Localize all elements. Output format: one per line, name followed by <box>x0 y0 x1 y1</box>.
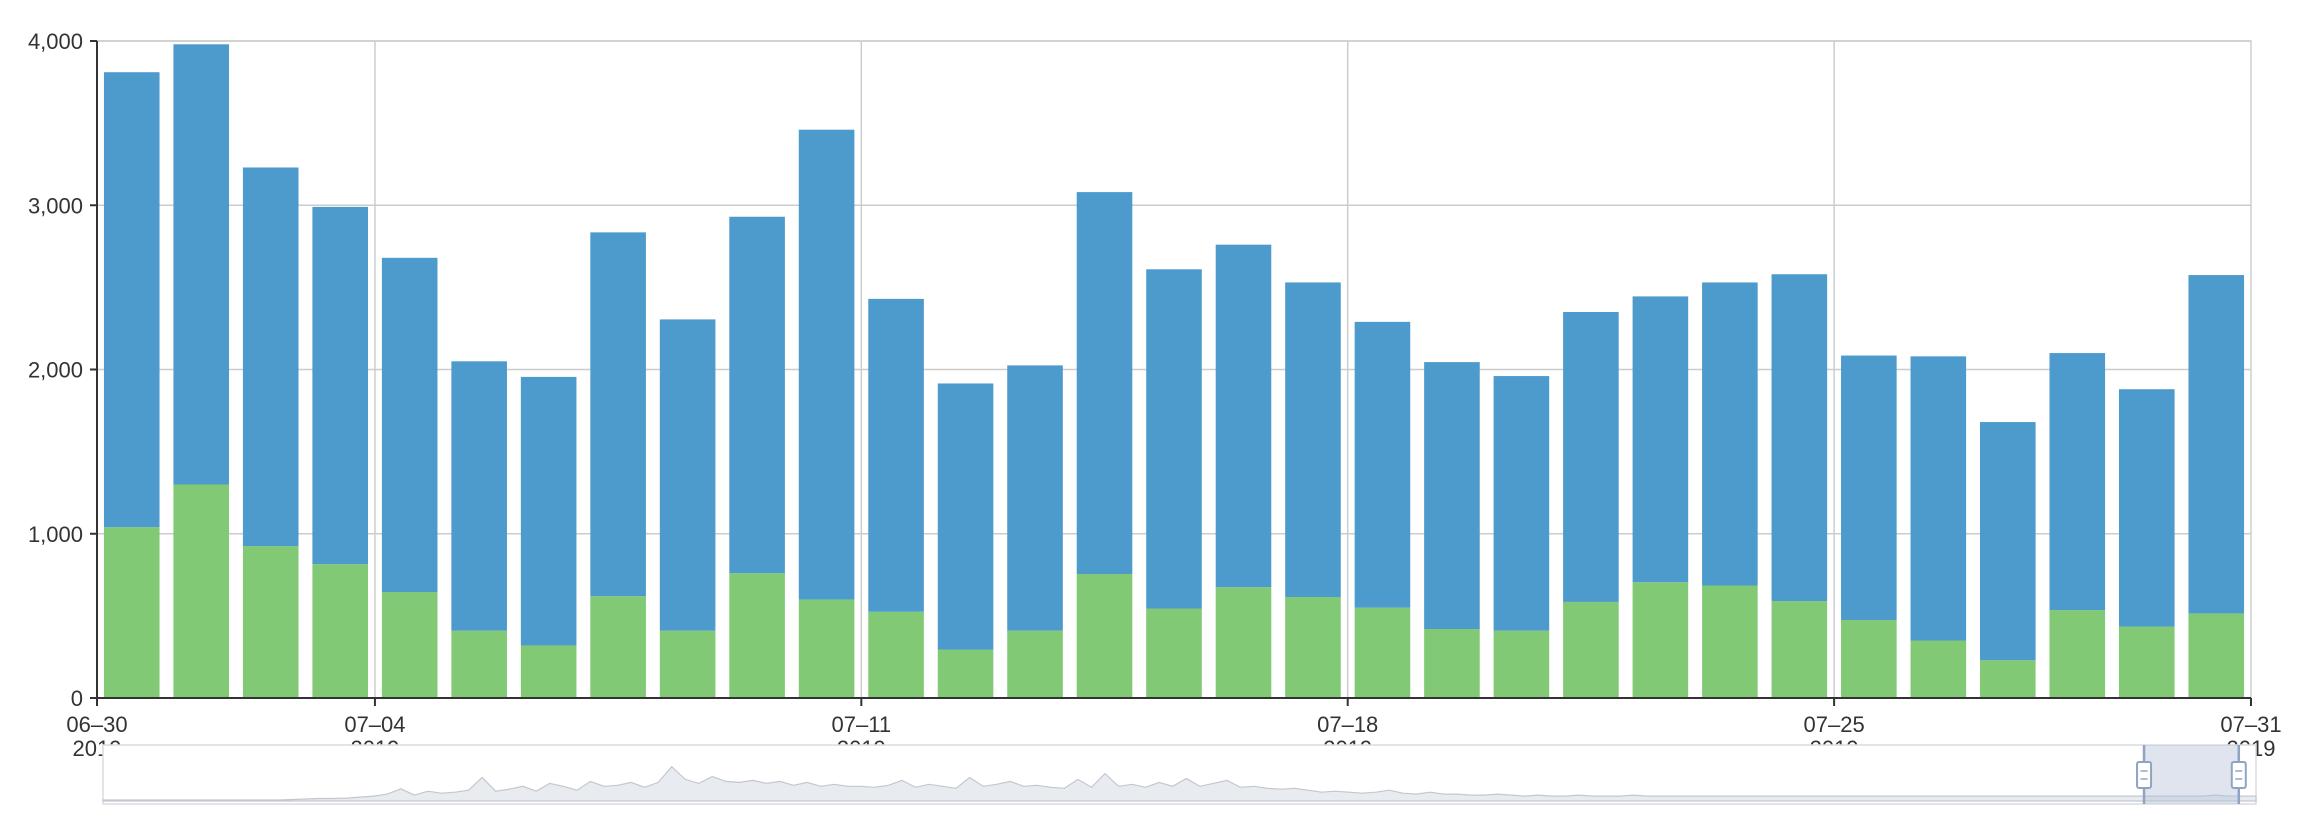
bar-segment-series-1 <box>590 596 646 698</box>
bar-segment-series-2 <box>1563 312 1619 602</box>
bar-segment-series-1 <box>2188 613 2245 698</box>
bar-segment-series-2 <box>937 383 994 650</box>
bar-segment-series-2 <box>659 319 716 631</box>
bar-segment-series-2 <box>868 298 924 612</box>
bar-segment-series-2 <box>1493 376 1550 631</box>
y-tick-label: 2,000 <box>28 358 83 383</box>
bar-segment-series-1 <box>1146 608 1202 698</box>
bar-segment-series-2 <box>1771 274 1828 602</box>
y-tick-label: 0 <box>71 686 83 711</box>
bar-segment-series-1 <box>1910 640 1967 698</box>
x-tick-label-date: 07–31 <box>2220 712 2281 737</box>
bar-segment-series-2 <box>451 361 507 631</box>
bar-segment-series-1 <box>1007 630 1063 698</box>
bar-segment-series-2 <box>1146 269 1202 609</box>
bar-segment-series-2 <box>729 216 785 574</box>
bar-segment-series-1 <box>242 546 299 698</box>
zoom-handle-grip[interactable] <box>2136 761 2153 789</box>
bar-segment-series-2 <box>1076 192 1133 574</box>
bar-segment-series-1 <box>451 630 507 698</box>
bar-segment-series-2 <box>1285 282 1341 597</box>
y-tick-label: 1,000 <box>28 522 83 547</box>
bar-segment-series-1 <box>1424 629 1480 698</box>
bar-segment-series-1 <box>1215 587 1272 698</box>
bars <box>103 44 2245 698</box>
bar-segment-series-1 <box>2049 610 2106 698</box>
bar-segment-series-1 <box>1285 596 1341 698</box>
zoom-handle-right[interactable] <box>2230 745 2247 804</box>
bar-segment-series-2 <box>1354 321 1411 608</box>
bar-segment-series-2 <box>520 376 577 646</box>
x-tick-label-date: 06–30 <box>66 712 127 737</box>
bar-segment-series-2 <box>242 167 299 547</box>
bar-segment-series-1 <box>659 630 716 698</box>
bar-segment-series-1 <box>2118 626 2175 698</box>
x-tick-label-date: 07–11 <box>832 712 892 737</box>
bar-segment-series-1 <box>1493 630 1550 698</box>
bar-segment-series-2 <box>381 257 438 593</box>
bar-segment-series-2 <box>1424 362 1480 630</box>
bar-segment-series-1 <box>1563 601 1619 698</box>
bar-segment-series-2 <box>2188 275 2245 614</box>
bar-segment-series-1 <box>1980 660 2036 698</box>
zoom-handle-left[interactable] <box>2136 745 2153 804</box>
bar-segment-series-2 <box>1980 422 2036 661</box>
bar-segment-series-1 <box>729 573 785 698</box>
bar-segment-series-1 <box>937 649 994 698</box>
data-zoom-slider[interactable] <box>102 744 2257 805</box>
y-tick-label: 4,000 <box>28 29 83 54</box>
bar-segment-series-1 <box>173 484 230 698</box>
bar-segment-series-1 <box>1771 601 1828 698</box>
bar-segment-series-2 <box>2118 389 2175 627</box>
bar-segment-series-2 <box>798 129 855 600</box>
bar-segment-series-1 <box>1354 607 1411 698</box>
bar-segment-series-2 <box>1702 282 1758 586</box>
bar-segment-series-2 <box>590 232 646 597</box>
bar-segment-series-1 <box>381 592 438 698</box>
bar-segment-series-1 <box>312 564 368 698</box>
bar-segment-series-2 <box>173 44 230 485</box>
bar-segment-series-2 <box>1632 296 1689 583</box>
x-tick-label-date: 07–25 <box>1804 712 1865 737</box>
bar-segment-series-1 <box>1702 585 1758 698</box>
x-tick-label-date: 07–18 <box>1317 712 1378 737</box>
axes <box>90 40 2252 706</box>
bar-segment-series-2 <box>1841 355 1897 620</box>
bar-segment-series-1 <box>868 611 924 698</box>
bar-segment-series-1 <box>798 599 855 698</box>
bar-segment-series-2 <box>2049 353 2106 611</box>
bar-segment-series-1 <box>520 645 577 698</box>
zoom-selected-window[interactable] <box>2144 745 2239 804</box>
bar-segment-series-1 <box>1632 582 1689 698</box>
bar-segment-series-1 <box>1076 573 1133 698</box>
bar-segment-series-2 <box>1910 356 1967 641</box>
bar-segment-series-2 <box>1215 244 1272 588</box>
zoom-handle-grip[interactable] <box>2230 761 2247 789</box>
bar-segment-series-2 <box>103 72 160 528</box>
bar-segment-series-2 <box>312 206 368 565</box>
zoom-overview-area <box>102 765 2257 802</box>
bar-segment-series-2 <box>1007 365 1063 631</box>
bar-segment-series-1 <box>103 527 160 698</box>
y-tick-label: 3,000 <box>28 193 83 218</box>
x-tick-label-date: 07–04 <box>344 712 405 737</box>
bar-segment-series-1 <box>1841 619 1897 698</box>
